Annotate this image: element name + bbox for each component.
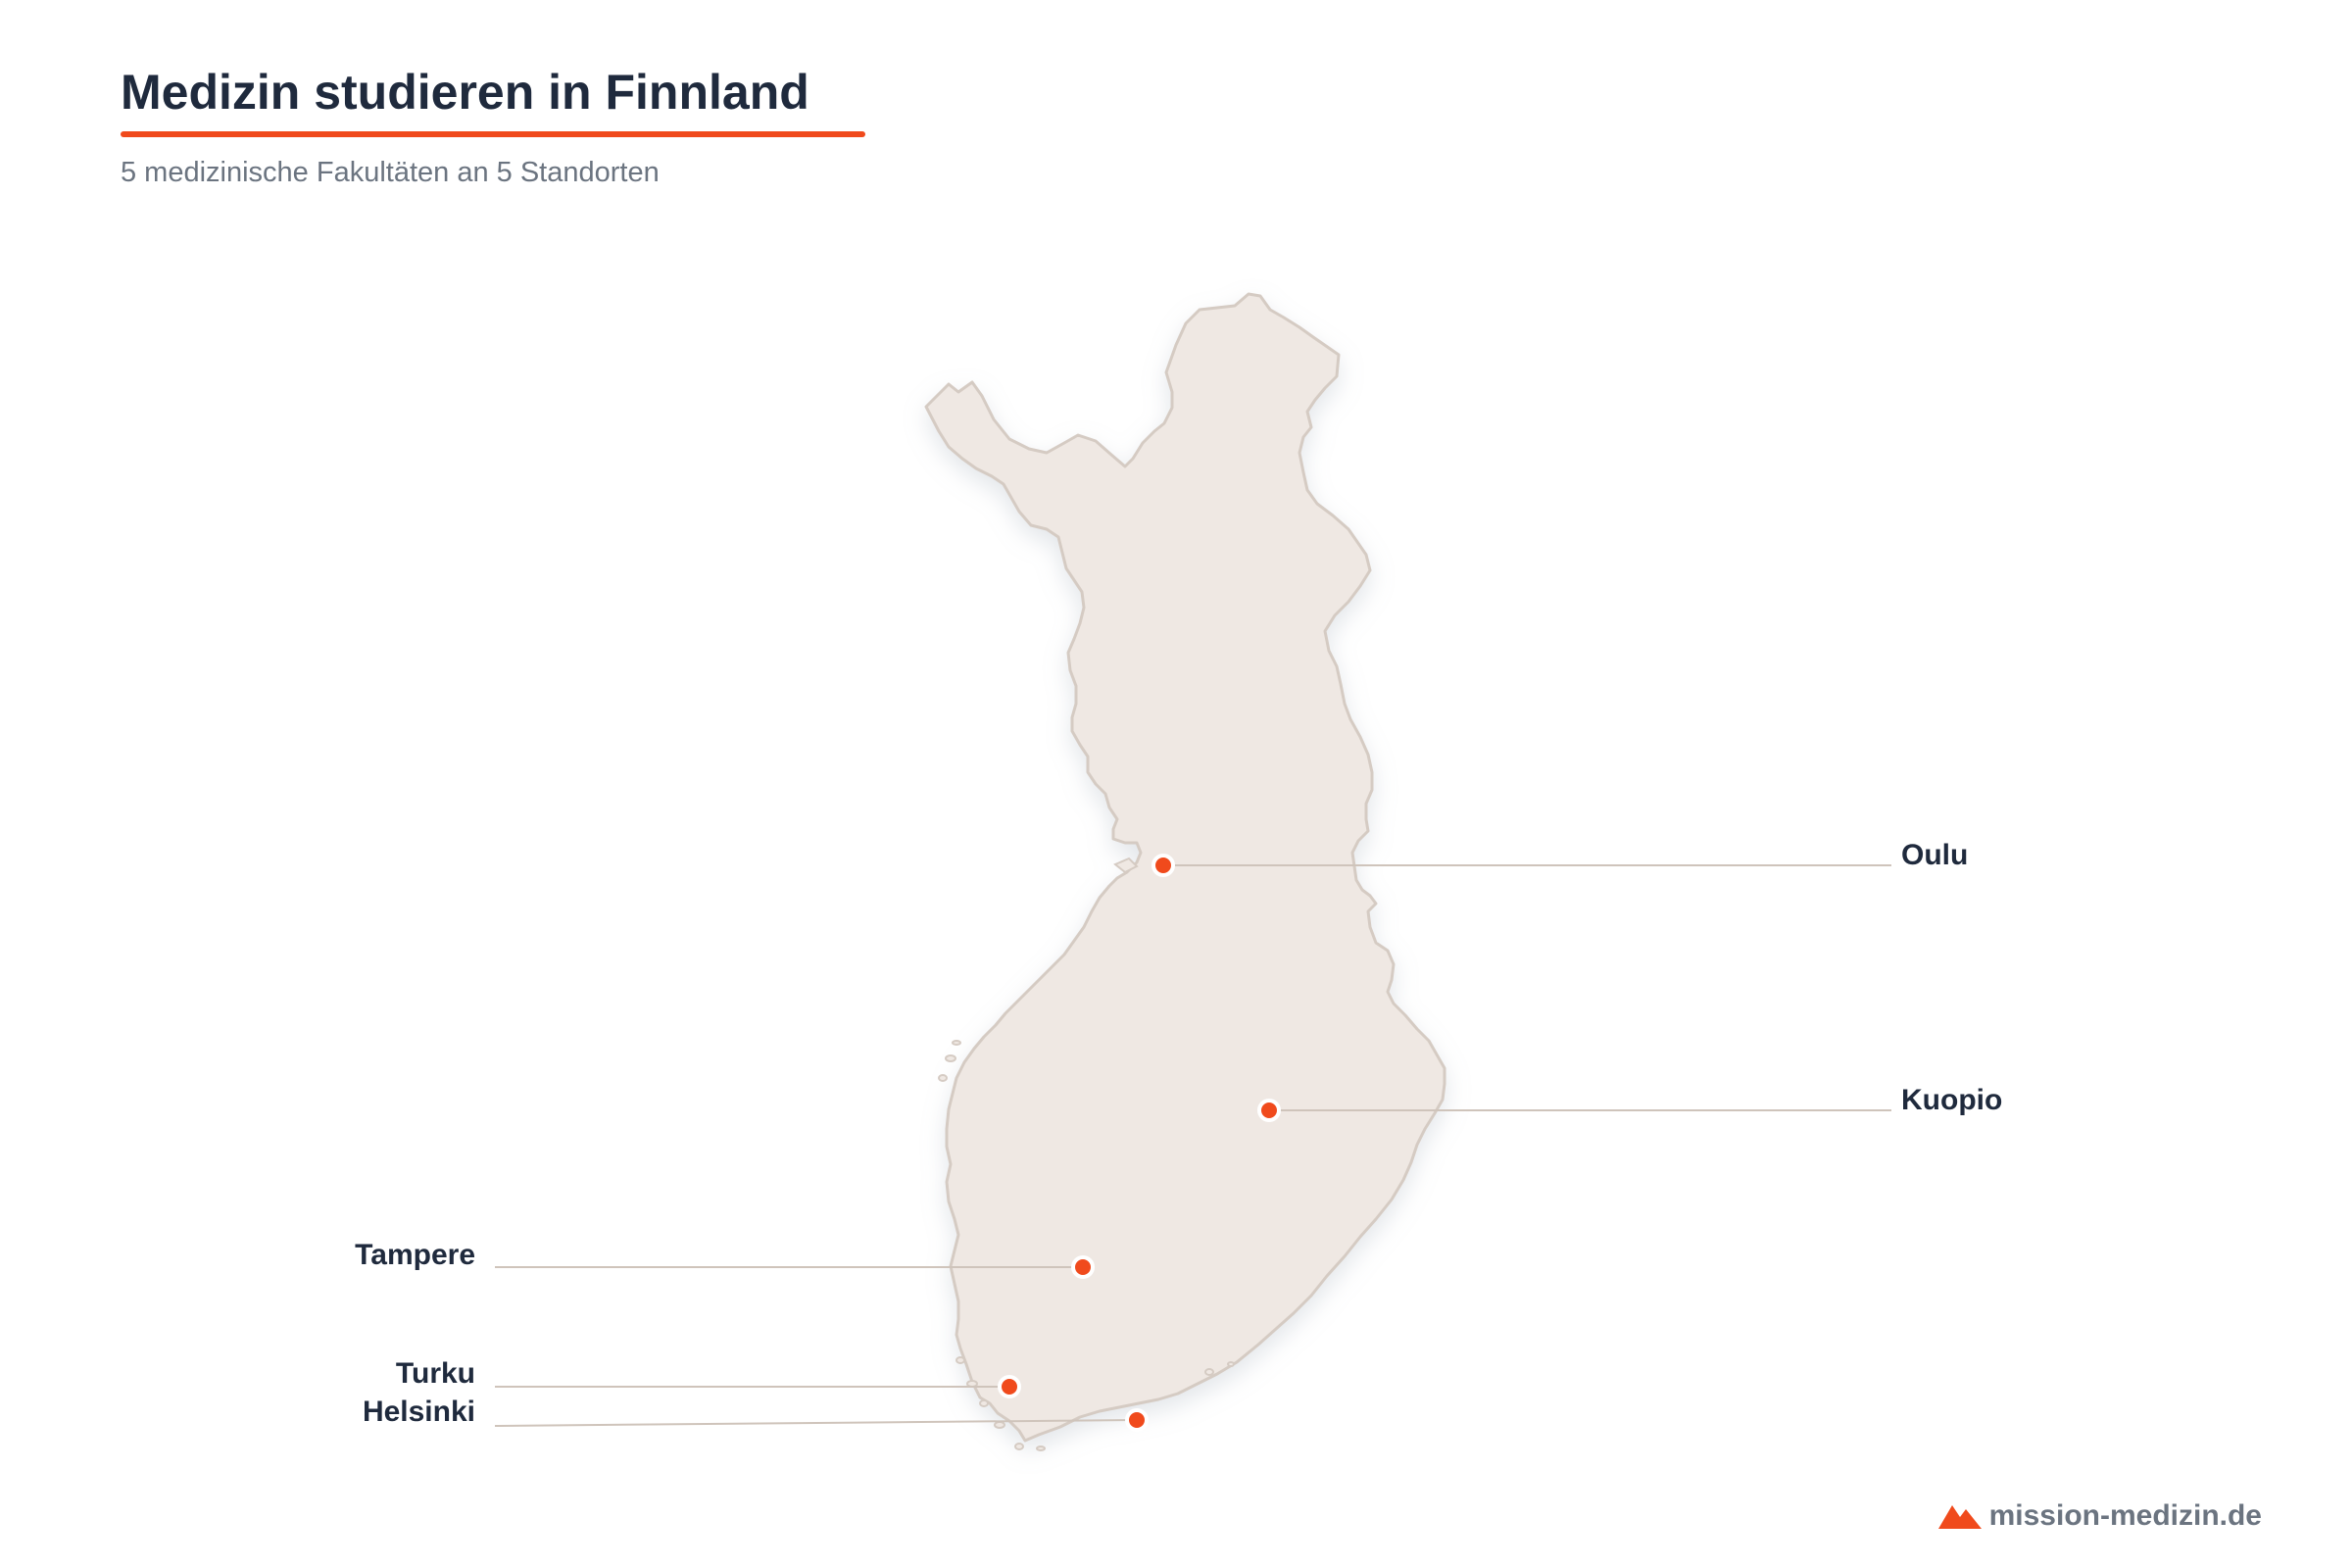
city-markers	[998, 854, 1281, 1432]
city-marker-tampere[interactable]	[1071, 1255, 1095, 1279]
title-underline	[121, 131, 865, 137]
leader-lines	[494, 864, 1891, 1427]
city-label-oulu: Oulu	[1901, 839, 1969, 871]
coastal-islands	[938, 857, 1235, 1451]
brand-text: mission-medizin.de	[1988, 1499, 2262, 1532]
header: Medizin studieren in Finnland 5 medizini…	[121, 61, 865, 189]
brand: mission-medizin.de	[1937, 1499, 2262, 1533]
city-marker-turku[interactable]	[998, 1375, 1021, 1398]
finland-outline	[924, 292, 1446, 1443]
mountain-logo-icon	[1937, 1505, 1982, 1529]
city-marker-kuopio[interactable]	[1257, 1099, 1281, 1122]
city-label-helsinki: Helsinki	[362, 1396, 475, 1428]
city-label-kuopio: Kuopio	[1901, 1084, 2003, 1116]
page-subtitle: 5 medizinische Fakultäten an 5 Standorte…	[121, 157, 660, 188]
city-marker-helsinki[interactable]	[1125, 1408, 1149, 1432]
page-title: Medizin studieren in Finnland	[121, 65, 809, 120]
leader-line-helsinki	[494, 1419, 1138, 1427]
city-marker-oulu[interactable]	[1152, 854, 1175, 877]
city-label-tampere: Tampere	[355, 1239, 475, 1271]
city-label-turku: Turku	[395, 1357, 475, 1390]
